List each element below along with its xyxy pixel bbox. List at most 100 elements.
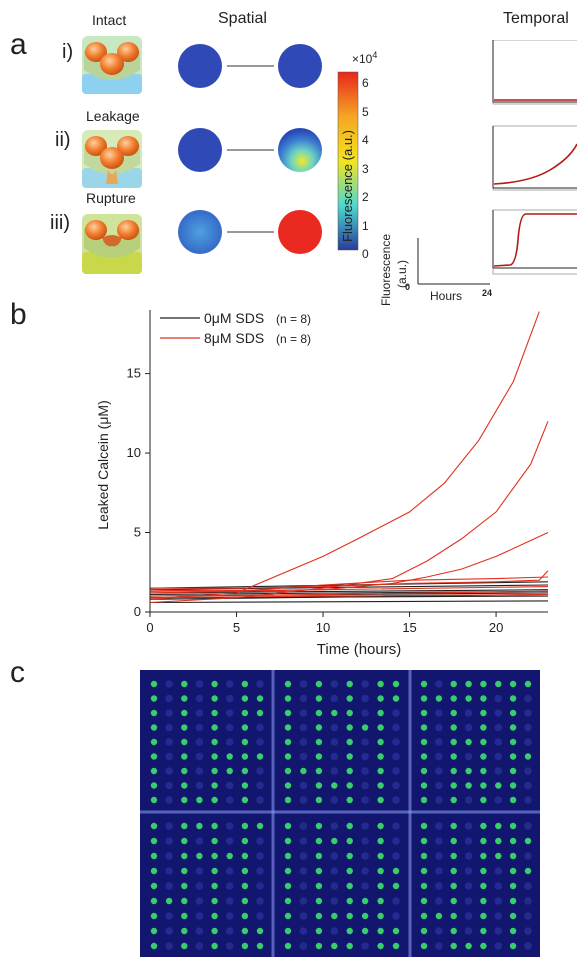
- well: [346, 738, 353, 746]
- well: [464, 752, 473, 761]
- colorbar-tick: 2: [362, 190, 369, 204]
- well: [195, 927, 204, 935]
- well: [346, 852, 353, 860]
- well: [494, 738, 503, 746]
- legend-label-control: 0μM SDS: [204, 310, 264, 326]
- well: [480, 852, 487, 860]
- well: [256, 822, 264, 830]
- well: [284, 796, 292, 804]
- well: [509, 782, 517, 789]
- state-label-intact: Intact: [92, 12, 127, 28]
- well: [377, 724, 384, 731]
- x-tick-label: 15: [402, 620, 416, 635]
- well: [346, 942, 353, 950]
- well: [524, 796, 532, 804]
- well: [284, 753, 292, 760]
- well: [392, 867, 400, 875]
- well: [346, 912, 353, 920]
- well: [299, 927, 308, 935]
- well: [196, 852, 203, 860]
- well: [284, 822, 292, 830]
- well: [377, 882, 384, 890]
- well: [195, 942, 204, 950]
- well: [315, 724, 323, 731]
- y-tick-label: 5: [134, 525, 141, 540]
- well: [150, 822, 158, 830]
- x-tick-label: 10: [316, 620, 330, 635]
- well: [226, 753, 233, 760]
- series-line-treated-7: [149, 593, 549, 599]
- well: [450, 782, 457, 789]
- well: [420, 822, 428, 830]
- well: [331, 942, 338, 950]
- well: [181, 897, 188, 905]
- well: [494, 709, 503, 717]
- well: [226, 767, 233, 775]
- well: [195, 897, 204, 905]
- well: [195, 723, 204, 732]
- well: [420, 942, 428, 950]
- row-label-ii: ii): [55, 129, 71, 151]
- well: [524, 837, 532, 845]
- well: [241, 724, 249, 731]
- well: [165, 882, 173, 890]
- well: [331, 837, 338, 845]
- well: [211, 753, 218, 760]
- well: [346, 882, 353, 890]
- well: [330, 723, 339, 732]
- well: [256, 867, 264, 875]
- well: [225, 680, 234, 688]
- well: [494, 867, 503, 875]
- well: [181, 709, 188, 717]
- well: [346, 822, 353, 830]
- well: [346, 680, 353, 688]
- colorbar-tick: 4: [362, 133, 369, 147]
- well: [150, 680, 158, 688]
- well: [181, 753, 188, 760]
- well: [225, 709, 234, 717]
- well: [150, 897, 158, 905]
- well: [315, 837, 323, 845]
- well: [284, 882, 292, 890]
- well: [315, 897, 323, 905]
- well: [450, 822, 457, 830]
- well: [480, 912, 487, 920]
- well: [524, 882, 532, 890]
- disk-rupture-end: [278, 210, 322, 254]
- well: [256, 912, 264, 920]
- well: [509, 724, 517, 731]
- well: [195, 709, 204, 717]
- well: [480, 782, 487, 789]
- well: [315, 942, 323, 950]
- well: [315, 709, 323, 717]
- well: [392, 852, 400, 860]
- well: [346, 927, 353, 935]
- well: [494, 752, 503, 761]
- well: [315, 927, 323, 935]
- well: [420, 867, 428, 875]
- well: [420, 724, 428, 731]
- well: [377, 867, 384, 875]
- well: [241, 796, 249, 804]
- well: [256, 753, 264, 760]
- well: [330, 767, 339, 775]
- well: [450, 867, 457, 875]
- well: [284, 942, 292, 950]
- temporal-plots: [492, 40, 577, 275]
- well: [225, 738, 234, 746]
- well: [315, 852, 323, 860]
- well: [300, 767, 307, 775]
- well: [211, 822, 218, 830]
- well: [150, 796, 158, 804]
- well: [377, 695, 384, 702]
- well: [524, 781, 532, 790]
- well: [435, 709, 443, 717]
- legend-count-control: (n = 8): [276, 312, 311, 326]
- well: [225, 912, 234, 920]
- well: [165, 752, 173, 761]
- well: [435, 882, 443, 890]
- well: [361, 927, 369, 935]
- well: [181, 738, 188, 746]
- well: [494, 723, 503, 732]
- well: [225, 781, 234, 790]
